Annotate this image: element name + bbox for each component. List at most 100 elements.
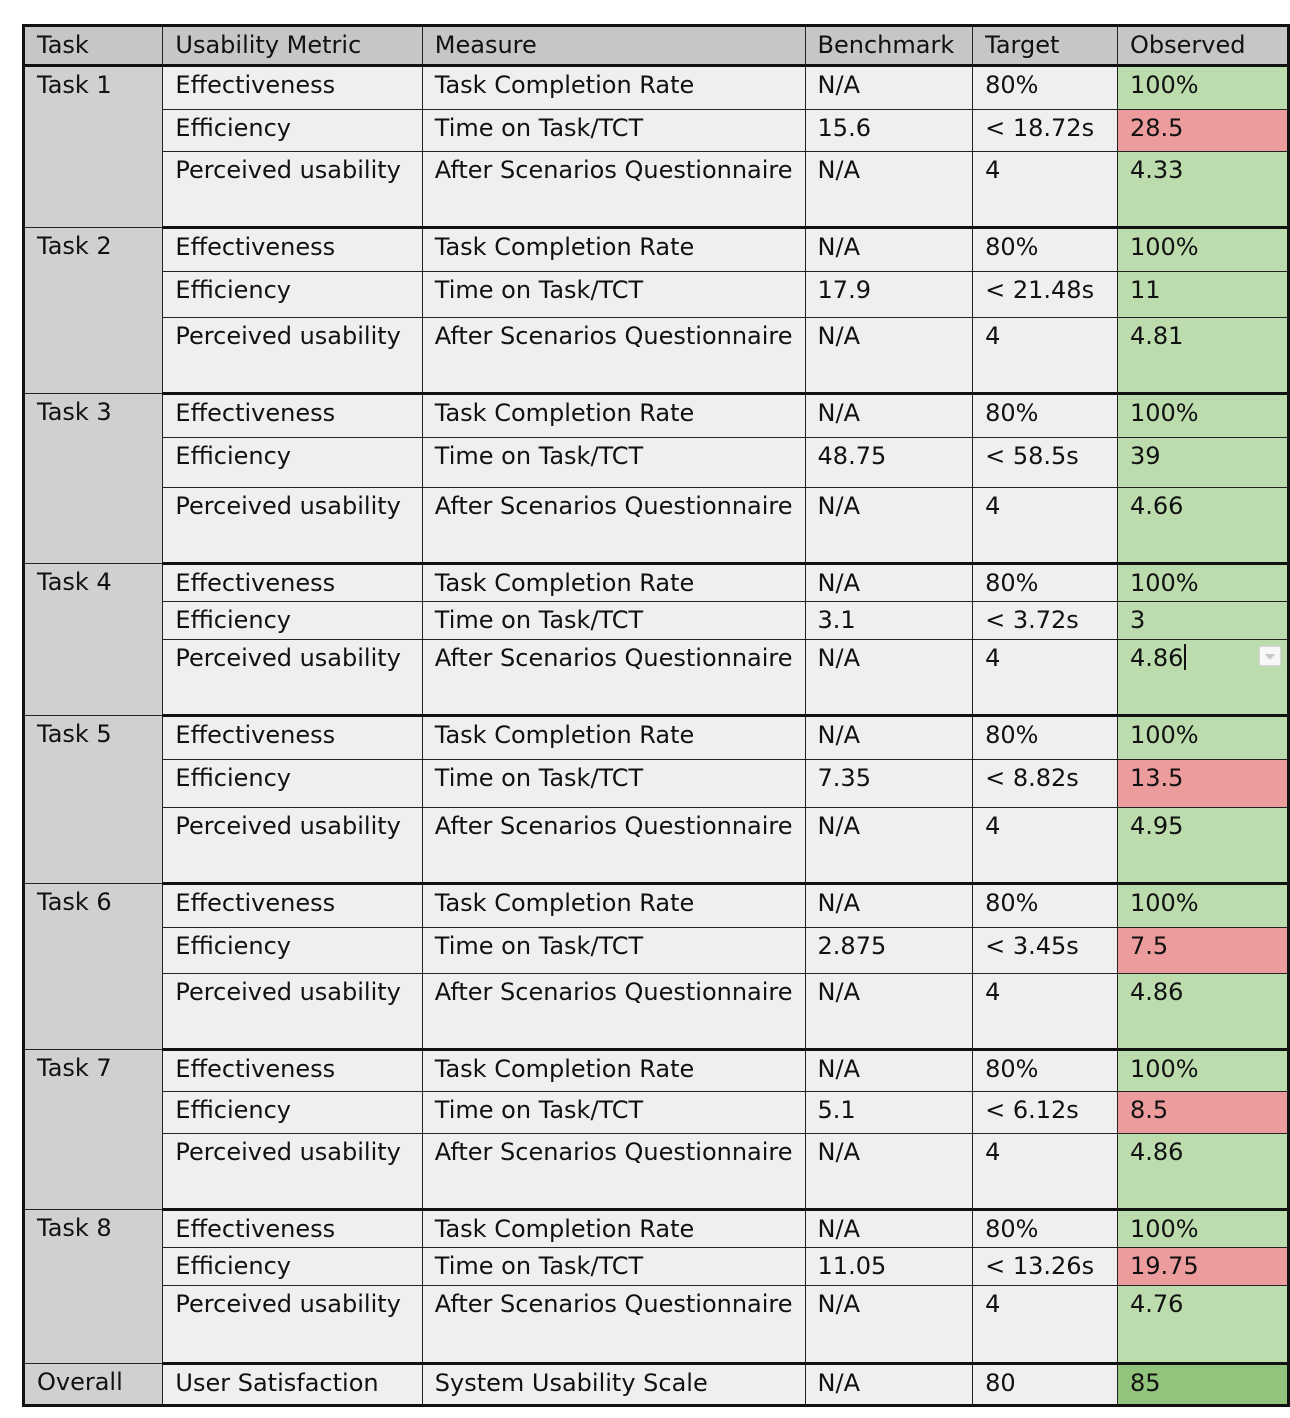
observed-cell[interactable]: 100% — [1116, 1209, 1290, 1248]
benchmark-cell[interactable]: N/A — [804, 487, 974, 565]
task-name-cell[interactable]: Task 2 — [21, 227, 164, 394]
metric-cell[interactable]: Perceived usability — [162, 973, 423, 1051]
target-cell[interactable]: < 8.82s — [972, 759, 1118, 808]
metric-cell[interactable]: Perceived usability — [162, 1285, 423, 1365]
observed-cell[interactable]: 4.86 — [1116, 1133, 1290, 1211]
metric-cell[interactable]: Efficiency — [162, 759, 423, 808]
measure-cell[interactable]: Task Completion Rate — [421, 563, 806, 602]
observed-cell[interactable]: 85 — [1116, 1363, 1290, 1407]
metric-cell[interactable]: Perceived usability — [162, 1133, 423, 1211]
observed-cell[interactable]: 8.5 — [1116, 1091, 1290, 1134]
observed-cell[interactable]: 28.5 — [1116, 109, 1290, 152]
task-name-cell[interactable]: Task 4 — [21, 563, 164, 716]
observed-cell[interactable]: 100% — [1116, 1049, 1290, 1092]
metric-cell[interactable]: Efficiency — [162, 109, 423, 152]
benchmark-cell[interactable]: N/A — [804, 227, 974, 272]
task-name-cell[interactable]: Task 8 — [21, 1209, 164, 1364]
target-cell[interactable]: 80% — [972, 563, 1118, 602]
target-cell[interactable]: < 3.45s — [972, 927, 1118, 974]
target-cell[interactable]: 80% — [972, 883, 1118, 928]
target-cell[interactable]: 4 — [972, 317, 1118, 395]
target-cell[interactable]: < 21.48s — [972, 271, 1118, 318]
metric-cell[interactable]: Effectiveness — [162, 1049, 423, 1092]
benchmark-cell[interactable]: N/A — [804, 1363, 974, 1407]
metric-cell[interactable]: Effectiveness — [162, 1209, 423, 1248]
observed-cell[interactable]: 4.76 — [1116, 1285, 1290, 1365]
measure-cell[interactable]: Time on Task/TCT — [421, 437, 806, 488]
task-name-cell[interactable]: Task 1 — [21, 65, 164, 228]
measure-cell[interactable]: After Scenarios Questionnaire — [421, 973, 806, 1051]
observed-cell[interactable]: 4.33 — [1116, 151, 1290, 229]
target-cell[interactable]: 80% — [972, 1049, 1118, 1092]
benchmark-cell[interactable]: N/A — [804, 393, 974, 438]
header-usability-metric[interactable]: Usability Metric — [162, 24, 423, 67]
target-cell[interactable]: 4 — [972, 639, 1118, 717]
measure-cell[interactable]: Task Completion Rate — [421, 1049, 806, 1092]
measure-cell[interactable]: After Scenarios Questionnaire — [421, 487, 806, 565]
chevron-down-icon[interactable] — [1259, 646, 1281, 666]
observed-cell[interactable]: 11 — [1116, 271, 1290, 318]
metric-cell[interactable]: Efficiency — [162, 1091, 423, 1134]
target-cell[interactable]: < 3.72s — [972, 601, 1118, 640]
measure-cell[interactable]: Time on Task/TCT — [421, 109, 806, 152]
benchmark-cell[interactable]: N/A — [804, 973, 974, 1051]
header-observed[interactable]: Observed — [1116, 24, 1290, 67]
metric-cell[interactable]: Perceived usability — [162, 807, 423, 885]
measure-cell[interactable]: After Scenarios Questionnaire — [421, 1133, 806, 1211]
measure-cell[interactable]: After Scenarios Questionnaire — [421, 317, 806, 395]
benchmark-cell[interactable]: N/A — [804, 1049, 974, 1092]
measure-cell[interactable]: Time on Task/TCT — [421, 1247, 806, 1286]
benchmark-cell[interactable]: N/A — [804, 883, 974, 928]
target-cell[interactable]: 80% — [972, 1209, 1118, 1248]
observed-cell[interactable]: 4.86 — [1116, 973, 1290, 1051]
metric-cell[interactable]: Efficiency — [162, 927, 423, 974]
measure-cell[interactable]: After Scenarios Questionnaire — [421, 807, 806, 885]
metric-cell[interactable]: Efficiency — [162, 271, 423, 318]
target-cell[interactable]: < 13.26s — [972, 1247, 1118, 1286]
metric-cell[interactable]: Efficiency — [162, 601, 423, 640]
measure-cell[interactable]: After Scenarios Questionnaire — [421, 639, 806, 717]
header-measure[interactable]: Measure — [421, 24, 806, 67]
measure-cell[interactable]: Task Completion Rate — [421, 227, 806, 272]
benchmark-cell[interactable]: 5.1 — [804, 1091, 974, 1134]
observed-cell[interactable]: 19.75 — [1116, 1247, 1290, 1286]
metric-cell[interactable]: Perceived usability — [162, 487, 423, 565]
observed-cell[interactable]: 100% — [1116, 393, 1290, 438]
benchmark-cell[interactable]: N/A — [804, 65, 974, 110]
metric-cell[interactable]: Effectiveness — [162, 227, 423, 272]
metric-cell[interactable]: User Satisfaction — [162, 1363, 423, 1407]
target-cell[interactable]: < 58.5s — [972, 437, 1118, 488]
metric-cell[interactable]: Efficiency — [162, 1247, 423, 1286]
metric-cell[interactable]: Effectiveness — [162, 65, 423, 110]
measure-cell[interactable]: System Usability Scale — [421, 1363, 806, 1407]
header-benchmark[interactable]: Benchmark — [804, 24, 974, 67]
measure-cell[interactable]: After Scenarios Questionnaire — [421, 1285, 806, 1365]
task-name-cell[interactable]: Task 7 — [21, 1049, 164, 1210]
benchmark-cell[interactable]: 3.1 — [804, 601, 974, 640]
target-cell[interactable]: 80% — [972, 227, 1118, 272]
target-cell[interactable]: 4 — [972, 487, 1118, 565]
target-cell[interactable]: < 18.72s — [972, 109, 1118, 152]
measure-cell[interactable]: Task Completion Rate — [421, 393, 806, 438]
benchmark-cell[interactable]: 7.35 — [804, 759, 974, 808]
target-cell[interactable]: 4 — [972, 1285, 1118, 1365]
benchmark-cell[interactable]: N/A — [804, 639, 974, 717]
task-name-cell[interactable]: Task 3 — [21, 393, 164, 564]
metric-cell[interactable]: Perceived usability — [162, 639, 423, 717]
benchmark-cell[interactable]: N/A — [804, 317, 974, 395]
metric-cell[interactable]: Perceived usability — [162, 317, 423, 395]
measure-cell[interactable]: Task Completion Rate — [421, 65, 806, 110]
measure-cell[interactable]: Task Completion Rate — [421, 715, 806, 760]
target-cell[interactable]: 80 — [972, 1363, 1118, 1407]
measure-cell[interactable]: After Scenarios Questionnaire — [421, 151, 806, 229]
metric-cell[interactable]: Effectiveness — [162, 563, 423, 602]
observed-cell[interactable]: 100% — [1116, 715, 1290, 760]
measure-cell[interactable]: Time on Task/TCT — [421, 927, 806, 974]
header-task[interactable]: Task — [21, 24, 164, 67]
benchmark-cell[interactable]: N/A — [804, 563, 974, 602]
observed-cell[interactable]: 4.86 — [1116, 639, 1290, 717]
target-cell[interactable]: 4 — [972, 151, 1118, 229]
benchmark-cell[interactable]: N/A — [804, 151, 974, 229]
metric-cell[interactable]: Effectiveness — [162, 393, 423, 438]
measure-cell[interactable]: Time on Task/TCT — [421, 601, 806, 640]
